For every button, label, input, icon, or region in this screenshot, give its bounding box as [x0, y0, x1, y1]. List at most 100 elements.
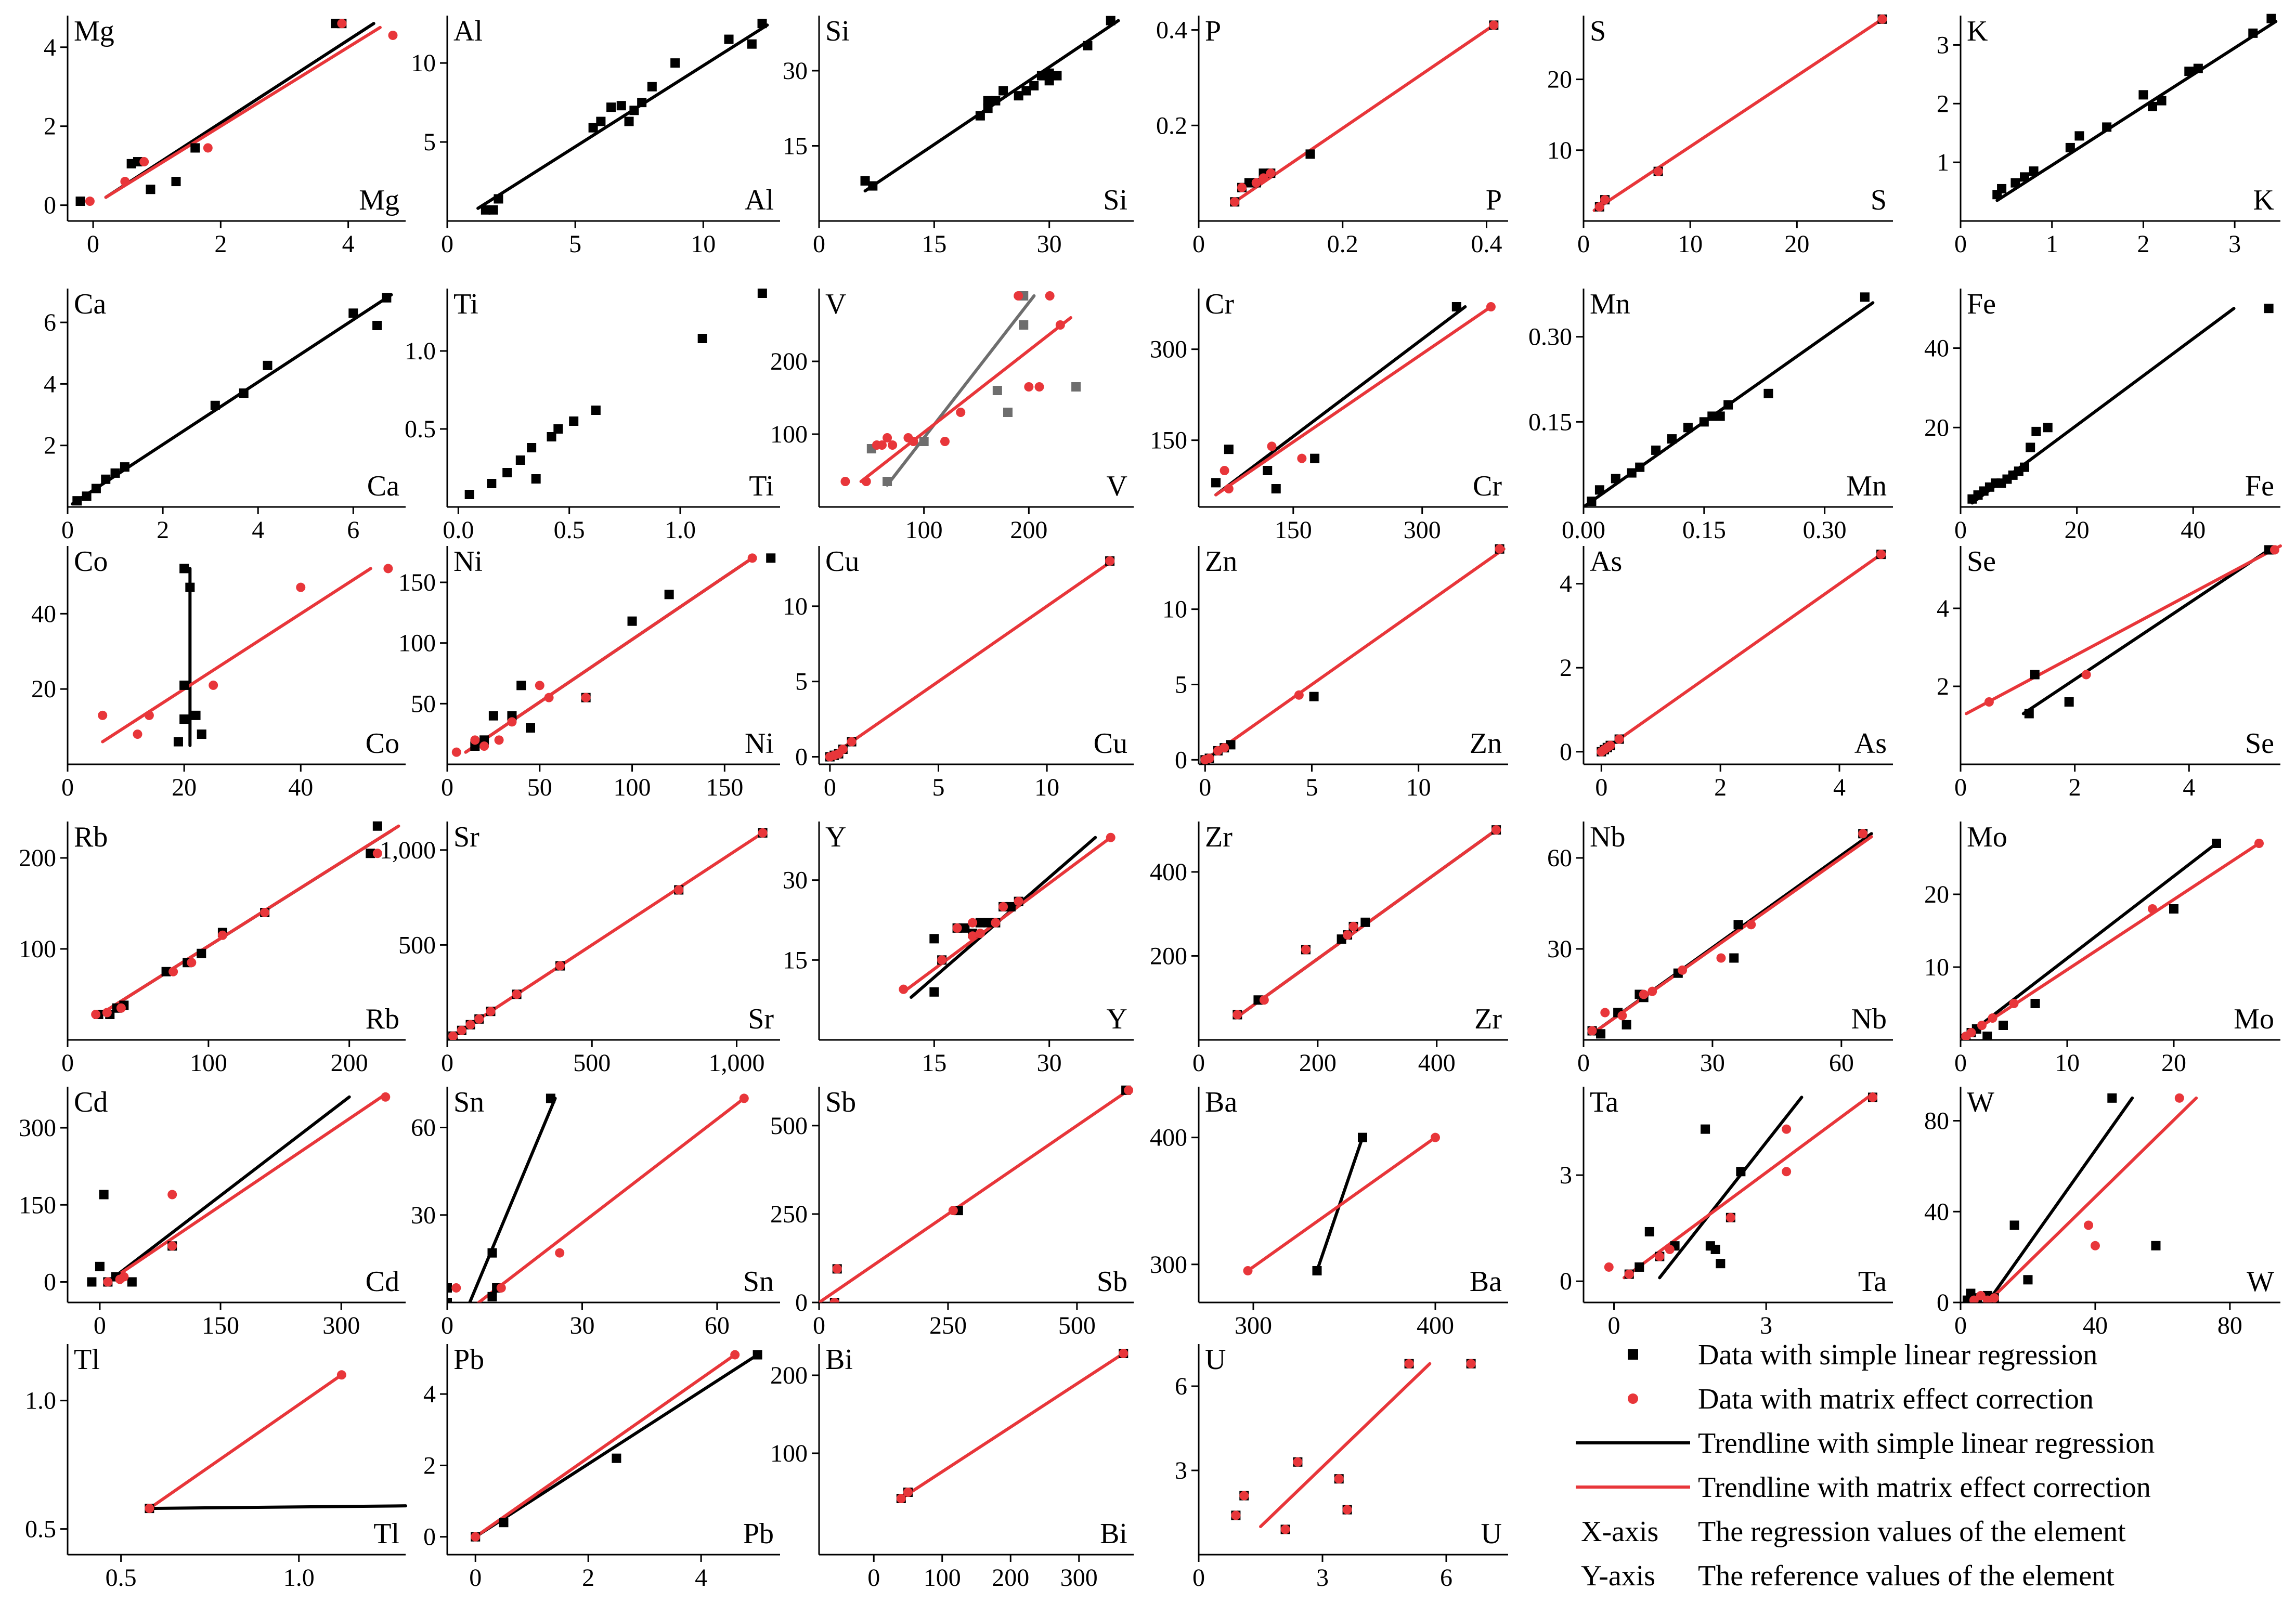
data-point-simple	[627, 616, 637, 626]
panel-s: 0 10 20 10 20 S S	[1547, 14, 1893, 258]
y-tick-label: 20	[1924, 881, 1949, 908]
data-point-simple	[382, 293, 392, 303]
data-point-simple	[1244, 178, 1254, 188]
data-point-simple	[1667, 434, 1677, 444]
panel-data	[840, 291, 1081, 487]
x-tick-label: 20	[1784, 230, 1809, 258]
x-tick-label: 10	[2055, 1049, 2080, 1077]
element-label-top: Al	[453, 15, 483, 47]
y-tick-label: 30	[411, 1202, 436, 1229]
legend-text: Data with simple linear regression	[1698, 1339, 2097, 1371]
panel-data	[1211, 302, 1496, 497]
data-point-simple	[2043, 423, 2053, 433]
panel-data	[1992, 14, 2278, 202]
data-point-simple	[190, 143, 200, 153]
data-point-matrix	[555, 1248, 565, 1258]
data-point-extra	[1071, 382, 1081, 392]
x-tick-label: 4	[695, 1564, 707, 1592]
data-point-simple	[1587, 497, 1597, 506]
data-point-simple	[1106, 16, 1115, 25]
data-point-matrix	[674, 885, 684, 895]
y-tick-label: 3	[1175, 1457, 1187, 1484]
data-point-simple	[1036, 71, 1046, 81]
x-tick-label: 0	[441, 230, 453, 258]
data-point-matrix	[747, 553, 757, 563]
data-point-matrix	[975, 929, 985, 939]
x-tick-label: 0	[469, 1564, 482, 1592]
y-tick-label: 40	[1924, 335, 1949, 362]
x-tick-label: 400	[1417, 1312, 1454, 1339]
data-point-matrix	[260, 908, 270, 917]
data-point-matrix	[1726, 1213, 1735, 1222]
data-point-matrix	[888, 440, 898, 450]
element-label-bottom: Al	[745, 184, 774, 216]
panel-data	[1233, 825, 1501, 1020]
y-tick-label: 20	[1547, 66, 1572, 94]
data-point-simple	[2024, 709, 2034, 719]
data-point-simple	[1083, 41, 1093, 50]
data-point-simple	[1701, 1124, 1710, 1134]
data-point-matrix	[1259, 995, 1269, 1005]
x-tick-label: 150	[706, 774, 743, 801]
data-point-simple	[546, 1093, 555, 1103]
trendline-matrix	[1233, 23, 1496, 204]
data-point-simple	[757, 19, 767, 29]
data-point-simple	[1999, 1021, 2008, 1030]
data-point-matrix	[1594, 202, 1604, 212]
data-point-simple	[553, 424, 563, 434]
element-label-top: Sn	[453, 1086, 484, 1118]
data-point-matrix	[1489, 20, 1499, 30]
data-point-matrix	[832, 1264, 842, 1274]
panel-zn: 0 5 10 0 5 10 Zn Zn	[1162, 544, 1508, 801]
trendline-simple	[468, 1097, 557, 1302]
panel-zr: 0 200 400 200 400 Zr Zr	[1150, 821, 1508, 1077]
panel-data	[825, 556, 1115, 762]
y-tick-label: 4	[1937, 595, 1949, 622]
x-tick-label: 40	[288, 774, 313, 801]
x-tick-label: 150	[202, 1312, 239, 1339]
element-label-top: Rb	[74, 821, 108, 853]
trendline-simple	[1986, 1096, 2134, 1302]
data-point-matrix	[1614, 734, 1624, 744]
x-tick-label: 300	[1404, 516, 1441, 544]
data-point-simple	[95, 1261, 105, 1271]
data-point-matrix	[187, 958, 197, 968]
data-point-simple	[499, 1518, 509, 1528]
x-tick-label: 400	[1418, 1049, 1456, 1077]
data-point-matrix	[1124, 1085, 1134, 1095]
data-point-matrix	[145, 1504, 154, 1514]
element-label-bottom: Sb	[1097, 1266, 1127, 1298]
element-label-top: Si	[825, 15, 850, 47]
y-tick-label: 200	[1150, 942, 1187, 970]
element-label-bottom: Pb	[743, 1518, 774, 1550]
element-label-top: K	[1967, 15, 1988, 47]
data-point-matrix	[1491, 825, 1501, 835]
data-point-simple	[99, 1190, 109, 1200]
x-tick-label: 0	[1192, 1564, 1205, 1592]
legend-square-marker	[1628, 1349, 1638, 1360]
panel-y: 15 30 15 30 Y Y	[783, 821, 1134, 1077]
data-point-simple	[975, 111, 985, 121]
data-point-simple	[2193, 63, 2203, 73]
trendline-matrix	[1600, 553, 1883, 753]
y-tick-label: 0	[44, 192, 56, 219]
element-label-top: Sr	[453, 821, 479, 853]
data-point-matrix	[840, 477, 850, 486]
panel-data	[1597, 550, 1886, 757]
x-tick-label: 1.0	[283, 1564, 315, 1592]
data-point-matrix	[465, 1020, 475, 1029]
x-tick-label: 0	[1954, 1312, 1967, 1339]
x-tick-label: 0	[1595, 774, 1607, 801]
y-tick-label: 30	[783, 867, 808, 894]
trendline-simple	[148, 1504, 407, 1510]
data-point-matrix	[940, 437, 950, 446]
data-point-simple	[120, 462, 129, 472]
data-point-matrix	[1624, 1269, 1634, 1279]
data-point-matrix	[1486, 302, 1496, 311]
data-point-matrix	[91, 1010, 101, 1019]
data-point-extra	[1019, 320, 1029, 330]
